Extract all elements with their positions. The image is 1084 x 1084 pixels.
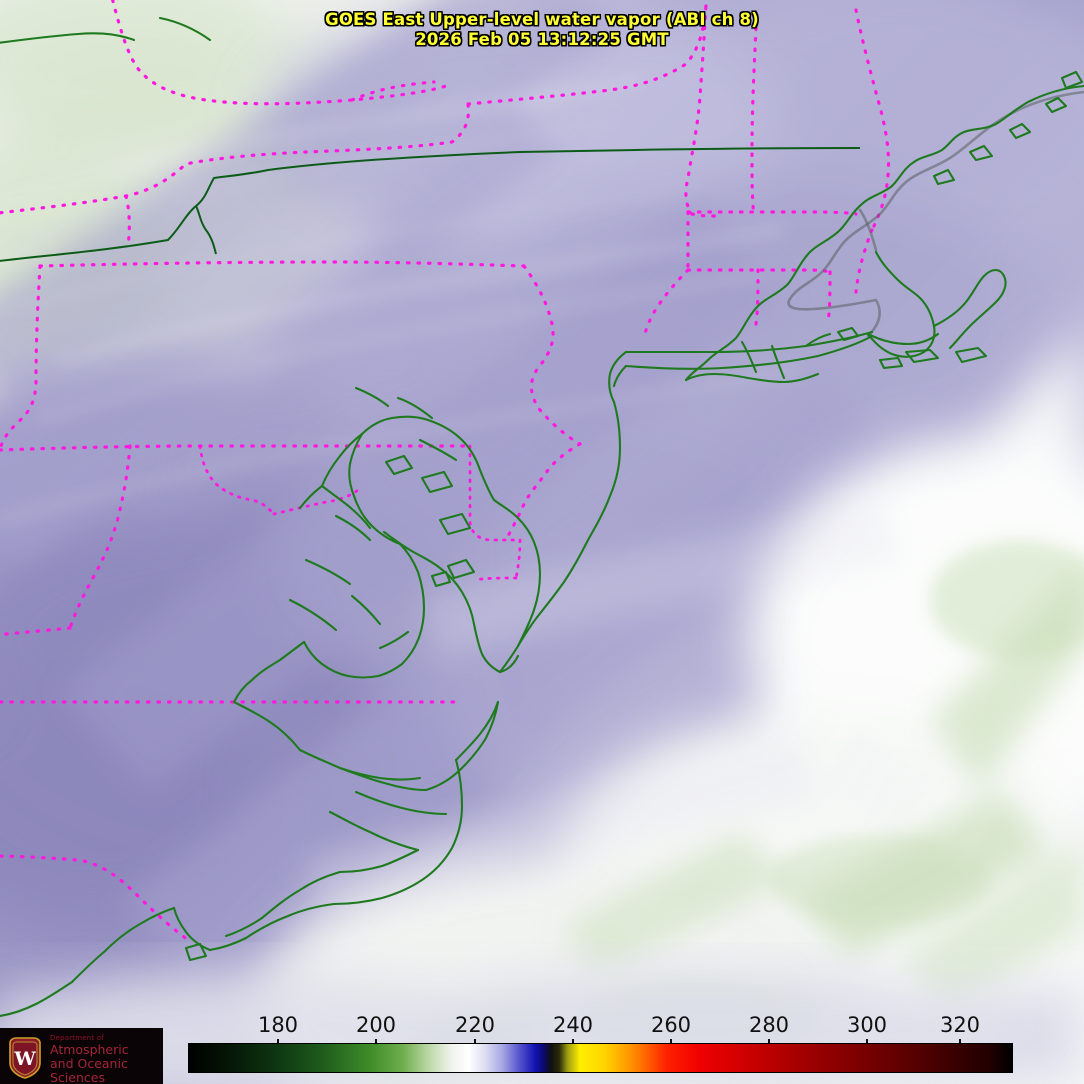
logo-dept-line: Department of (50, 1034, 104, 1042)
colorbar-tick-label: 320 (939, 1013, 981, 1037)
colorbar-gradient (188, 1043, 1013, 1073)
colorbar-tick-labels: 180 200 220 240 260 280 300 320 (0, 1013, 1084, 1039)
colorbar-tick-label: 220 (454, 1013, 496, 1037)
logo-text-block: Department of Atmospheric and Oceanic Sc… (50, 1034, 163, 1084)
colorbar-tick-label: 240 (552, 1013, 594, 1037)
colorbar-tick-label: 180 (257, 1013, 299, 1037)
colorbar-tick-label: 200 (355, 1013, 397, 1037)
uw-crest-icon: W (9, 1037, 41, 1079)
colorbar-legend: 180 200 220 240 260 280 300 320 (0, 1005, 1084, 1084)
institution-logo: W Department of Atmospheric and Oceanic … (0, 1028, 163, 1084)
svg-text:W: W (13, 1048, 36, 1070)
logo-name-line-1: Atmospheric (50, 1042, 129, 1057)
colorbar-tick-label: 260 (650, 1013, 692, 1037)
colorbar-tick-label: 300 (846, 1013, 888, 1037)
colorbar-tick-label: 280 (748, 1013, 790, 1037)
colorbar-gradient-fill (189, 1044, 1012, 1072)
logo-name-line-2: and Oceanic Sciences (50, 1056, 128, 1084)
